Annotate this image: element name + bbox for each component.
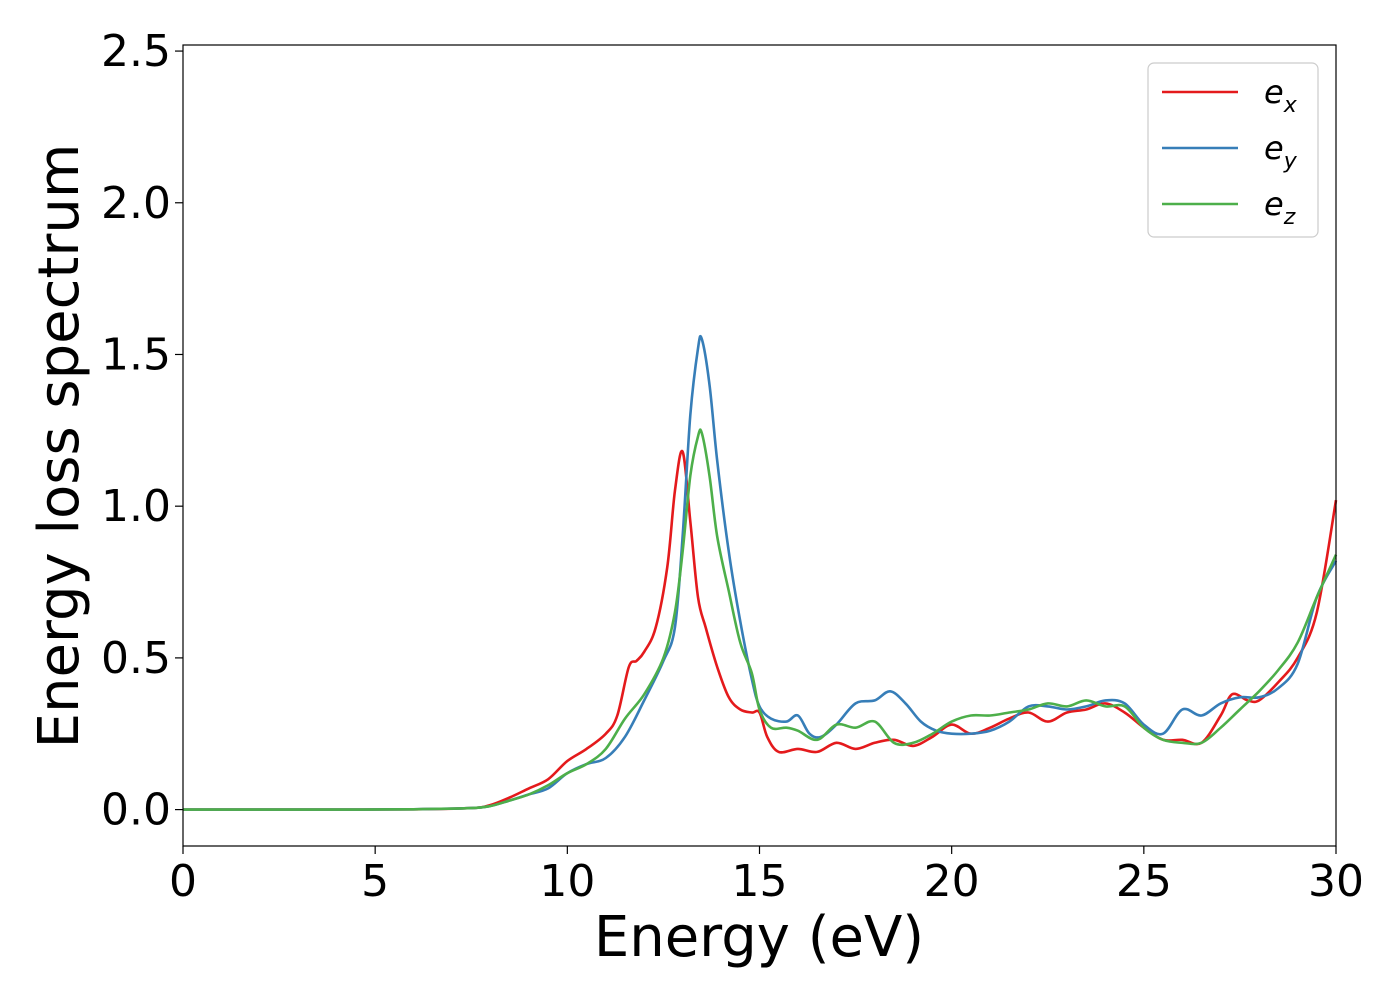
y-axis-label: Energy loss spectrum [27,144,92,749]
x-tick-label: 5 [361,856,389,907]
x-tick-label: 25 [1116,856,1172,907]
x-tick-label: 0 [169,856,197,907]
y-tick-label: 1.5 [101,329,171,380]
x-axis-label: Energy (eV) [594,905,924,970]
x-tick-label: 20 [924,856,980,907]
y-axis-ticks: 0.0 0.5 1.0 1.5 2.0 2.5 [101,26,183,836]
x-axis-ticks: 0 5 10 15 20 25 30 [169,846,1364,907]
series-line-e-z [182,428,1338,811]
legend-box [1147,62,1319,238]
y-tick-label: 2.5 [101,26,171,77]
y-tick-label: 0.5 [101,633,171,684]
series-layer [182,334,1338,811]
y-tick-label: 1.0 [101,481,171,532]
x-tick-label: 15 [732,856,788,907]
y-tick-label: 0.0 [101,785,171,836]
x-tick-label: 10 [539,856,595,907]
x-tick-label: 30 [1308,856,1364,907]
y-tick-label: 2.0 [101,178,171,229]
